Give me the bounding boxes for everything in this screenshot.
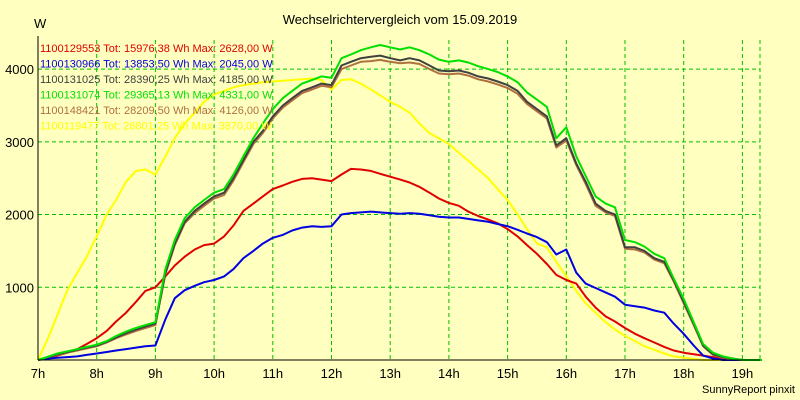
legend: 1100129553 Tot: 15976,38 Wh Max: 2628,00… [40, 43, 273, 133]
y-tick-label: 2000 [5, 208, 34, 223]
x-tick-label: 8h [89, 366, 103, 381]
x-tick-label: 10h [203, 366, 225, 381]
series-line-1100130966 [37, 210, 762, 361]
x-tick-label: 19h [732, 366, 754, 381]
x-tick-label: 9h [148, 366, 162, 381]
axes [37, 36, 760, 361]
series-line-1100129553 [37, 167, 762, 361]
grid [38, 40, 761, 360]
x-tick-label: 13h [379, 366, 401, 381]
legend-entry-1100131074: 1100131074 Tot: 29365,13 Wh Max: 4331,00… [40, 90, 273, 102]
y-axis-label: W [34, 16, 47, 31]
chart-title: Wechselrichtervergleich vom 15.09.2019 [283, 12, 518, 27]
x-tick-label: 17h [614, 366, 636, 381]
x-tick-label: 14h [438, 366, 460, 381]
x-tick-label: 18h [673, 366, 695, 381]
legend-entry-1100130966: 1100130966 Tot: 13853,50 Wh Max: 2045,00… [40, 59, 273, 71]
series-lines [37, 44, 762, 361]
y-tick-label: 4000 [5, 62, 34, 77]
credit-label: SunnyReport pinxit [702, 384, 795, 396]
tick-labels: 7h 8h 9h 10h 11h 12h 13h 14h 15h 16h 17h 18h 19h 1000… [5, 62, 753, 381]
series-line-1100119477 [37, 77, 762, 361]
x-tick-label: 11h [262, 366, 283, 381]
y-tick-label: 1000 [5, 280, 34, 295]
legend-entry-1100129553: 1100129553 Tot: 15976,38 Wh Max: 2628,00… [40, 43, 273, 55]
x-tick-label: 12h [321, 366, 343, 381]
series-line-1100131074 [37, 44, 762, 361]
x-tick-label: 15h [497, 366, 519, 381]
legend-entry-1100119477: 1100119477 Tot: 26801,25 Wh Max: 3870,00… [40, 121, 272, 133]
x-tick-label: 16h [555, 366, 577, 381]
y-tick-label: 3000 [5, 135, 34, 150]
legend-entry-1100148421: 1100148421 Tot: 28209,50 Wh Max: 4126,00… [40, 105, 273, 117]
x-tick-label: 7h [31, 366, 45, 381]
legend-entry-1100131025: 1100131025 Tot: 28390,25 Wh Max: 4185,00… [40, 74, 273, 86]
